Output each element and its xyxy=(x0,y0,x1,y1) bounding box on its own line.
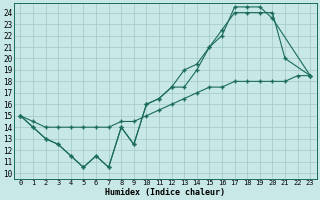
X-axis label: Humidex (Indice chaleur): Humidex (Indice chaleur) xyxy=(105,188,225,197)
